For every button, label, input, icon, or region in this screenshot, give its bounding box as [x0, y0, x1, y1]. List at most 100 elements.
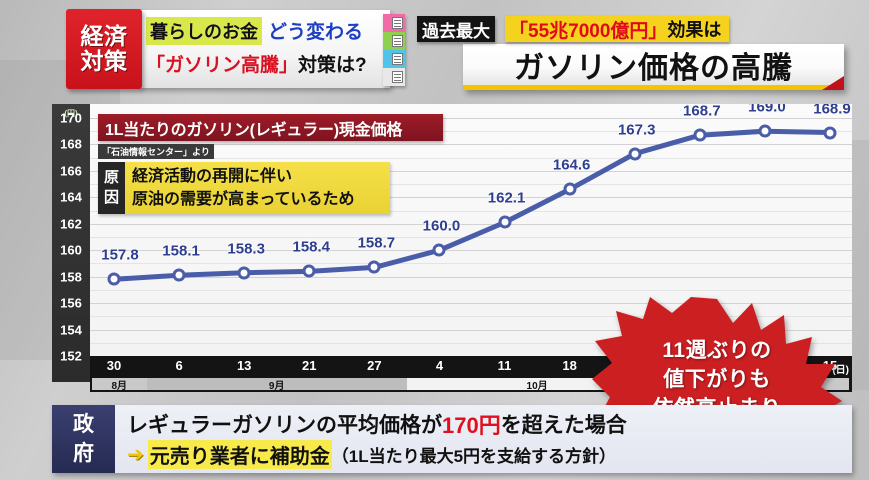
data-point-marker	[107, 272, 121, 286]
tab-grey	[383, 68, 405, 86]
data-point-marker	[498, 215, 512, 229]
y-axis: (円) 170 168 166 164 162 160 158 156 154 152	[52, 104, 90, 382]
data-point-marker	[367, 260, 381, 274]
y-axis-unit: (円)	[64, 109, 78, 118]
gridline	[90, 197, 852, 199]
gridline-minor	[90, 263, 852, 265]
data-point-label: 157.8	[101, 246, 139, 264]
data-point-marker	[758, 124, 772, 138]
banner-body: レギュラーガソリンの平均価格が 170円 を超えた場合 ➔ 元売り業者に補助金 …	[115, 405, 852, 473]
stimulus-amount-strip: 「55兆7000億円」 効果は	[505, 16, 730, 42]
gridline-minor	[90, 131, 852, 133]
x-axis-tick: 27	[367, 358, 382, 373]
tab-green	[383, 32, 405, 50]
topic-badge-line1: 経済	[80, 23, 128, 49]
banner-threshold-price: 170円	[442, 413, 501, 438]
y-axis-tick: 154	[60, 322, 82, 338]
data-point-marker	[693, 128, 707, 142]
document-icon	[392, 17, 403, 29]
data-point-label: 168.9	[813, 104, 851, 118]
x-axis-tick: 11	[497, 358, 512, 373]
data-point-marker	[172, 268, 186, 282]
data-point-label: 167.3	[617, 121, 656, 139]
data-point-marker	[237, 266, 251, 280]
gridline	[90, 118, 852, 119]
gridline-minor	[90, 316, 852, 318]
y-axis-tick: 166	[60, 163, 82, 179]
banner-label-char1: 政	[73, 413, 94, 436]
y-axis-tick: 162	[60, 216, 82, 232]
banner-line-2: ➔ 元売り業者に補助金 （1L当たり最大5円を支給する方針）	[127, 439, 852, 469]
page-title-text: ガソリン価格の高騰	[514, 51, 793, 85]
cause-text: 経済活動の再開に伴い 原油の需要が高まっているため	[125, 162, 390, 214]
banner-label-government: 政 府	[52, 405, 115, 473]
x-axis-tick: 6	[175, 358, 183, 373]
gridline	[90, 144, 852, 146]
headline-gasoline-term: 「ガソリン高騰」	[146, 55, 299, 76]
tab-pink	[383, 14, 405, 32]
headline-row-2: 「ガソリン高騰」 対策は?	[146, 47, 384, 80]
gridline	[90, 223, 852, 225]
gridline-minor	[90, 342, 852, 344]
chart-source: 「石油情報センター」より	[98, 144, 214, 159]
x-axis-tick: 30	[106, 358, 122, 373]
chart-title: 1L当たりのガソリン(レギュラー)現金価格	[98, 114, 443, 141]
banner-line-1: レギュラーガソリンの平均価格が 170円 を超えた場合	[127, 409, 852, 439]
x-axis-tick: 4	[435, 358, 444, 373]
gridline-minor	[90, 184, 852, 186]
data-point-label: 164.6	[552, 156, 591, 174]
tab-cyan	[383, 50, 405, 68]
y-axis-tick: 156	[60, 295, 82, 311]
y-axis-tick: 160	[60, 242, 82, 258]
page-title: ガソリン価格の高騰	[463, 44, 844, 90]
x-axis-day-suffix: (日)	[832, 365, 849, 376]
document-icon	[392, 35, 403, 47]
banner-label-char2: 府	[73, 442, 94, 465]
gridline-minor	[90, 210, 852, 212]
data-point-label: 158.4	[292, 238, 331, 256]
chart-container: (円) 170 168 166 164 162 160 158 156 154 152 157.8…	[52, 104, 852, 462]
y-axis-tick: 152	[60, 348, 82, 364]
x-axis-tick: 21	[302, 358, 317, 373]
stimulus-effect-label: 効果は	[667, 20, 722, 40]
gridline	[90, 250, 852, 252]
price-line-series	[111, 128, 833, 282]
headline-rest: どう変わる	[268, 22, 364, 43]
month-band: 9月	[146, 378, 407, 392]
data-point-marker	[563, 182, 577, 196]
topic-badge-economy: 経済 対策	[66, 9, 142, 89]
y-axis-tick: 164	[60, 189, 82, 205]
arrow-right-icon: ➔	[127, 443, 144, 466]
data-point-label: 162.1	[487, 189, 526, 207]
data-point-label: 160.0	[422, 217, 461, 235]
y-axis-tick: 158	[60, 269, 82, 285]
badge-record-high: 過去最大	[417, 16, 495, 42]
data-point-label: 169.0	[748, 104, 786, 116]
stimulus-amount: 「55兆7000億円」	[509, 20, 668, 42]
data-point-label: 168.7	[683, 104, 721, 120]
gridline-minor	[90, 157, 852, 159]
data-point-label: 158.3	[227, 240, 265, 258]
gridline-minor	[90, 289, 852, 291]
gridline	[90, 276, 852, 278]
gridline	[90, 329, 852, 331]
data-point-marker	[302, 264, 316, 278]
y-axis-tick: 168	[60, 136, 82, 152]
data-point-label: 158.1	[162, 242, 200, 260]
chart-title-text: 1L当たりのガソリン(レギュラー)現金価格	[105, 121, 403, 139]
data-point-marker	[823, 126, 837, 140]
banner-subsidy-note: （1L当たり最大5円を支給する方針）	[331, 446, 617, 466]
government-policy-banner: 政 府 レギュラーガソリンの平均価格が 170円 を超えた場合 ➔ 元売り業者に…	[52, 405, 852, 473]
banner-subsidy-highlight: 元売り業者に補助金	[147, 439, 332, 469]
month-band: 8月	[92, 378, 147, 392]
data-point-label: 158.7	[357, 234, 396, 252]
banner-line1-suffix: を超えた場合	[500, 414, 627, 437]
topic-badge-line2: 対策	[80, 48, 128, 74]
cause-label: 原 因	[98, 162, 125, 214]
decorative-tab-strip	[383, 14, 405, 86]
x-axis-tick: 18	[562, 358, 577, 373]
document-icon	[392, 71, 403, 83]
data-point-marker	[432, 243, 446, 257]
x-axis-tick: 13	[236, 358, 252, 373]
